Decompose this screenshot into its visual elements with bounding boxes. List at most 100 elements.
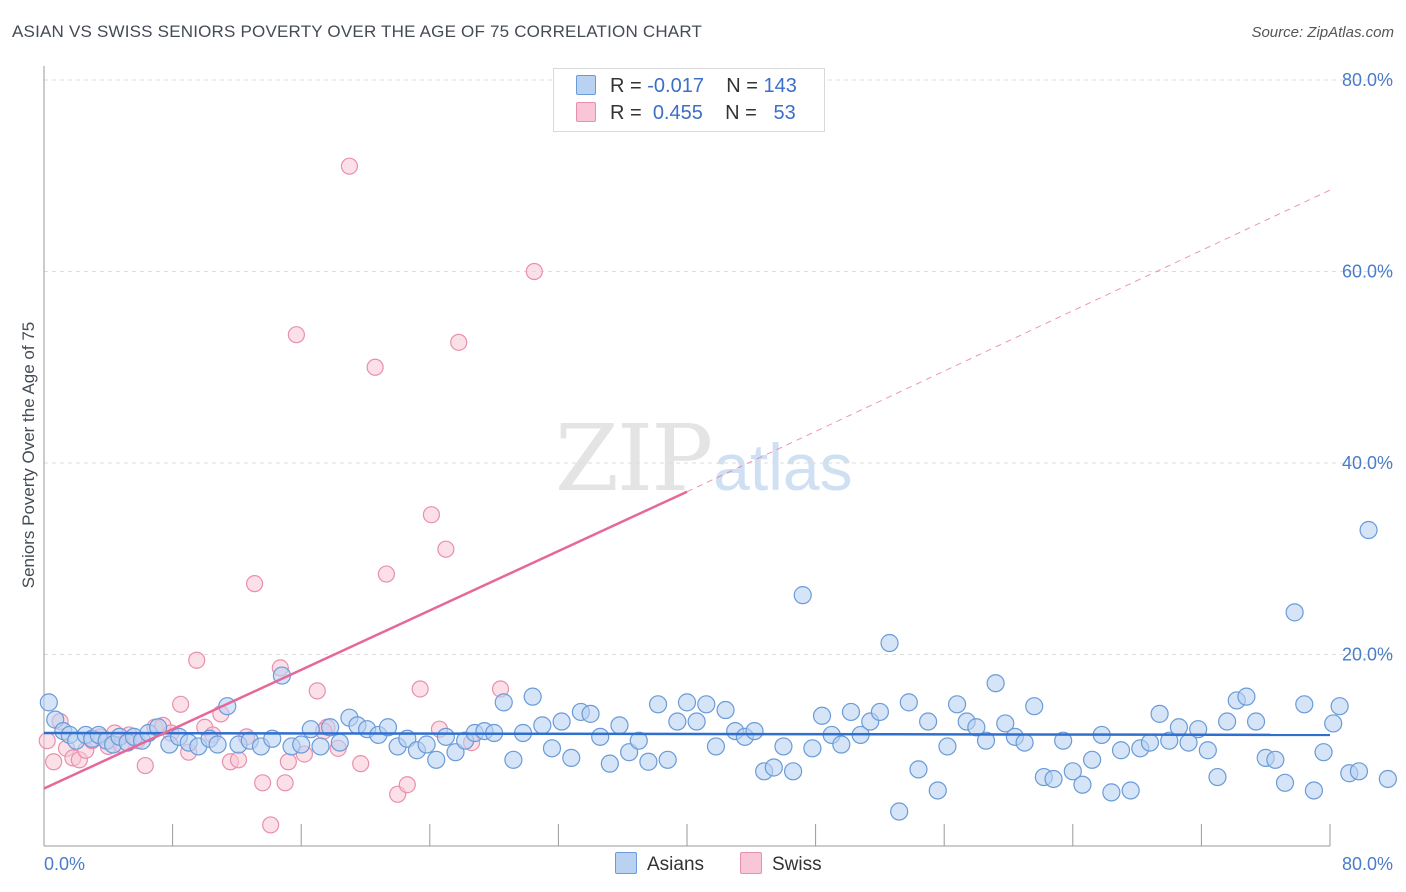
swiss-legend-swatch [740, 852, 762, 874]
asian-point-136 [1324, 714, 1343, 733]
asian-point-76 [745, 721, 764, 741]
asian-point-96 [938, 737, 957, 756]
asian-point-139 [1349, 762, 1369, 781]
asian-point-0 [39, 693, 58, 712]
legend-row-swiss: R = 0.455 N = 53 [576, 102, 796, 128]
asian-point-44 [436, 727, 455, 746]
swiss-point-42 [398, 776, 416, 794]
watermark-atlas: atlas [713, 430, 853, 504]
asian-point-21 [208, 735, 227, 754]
legend-item-swiss[interactable]: Swiss [740, 852, 822, 876]
asian-point-80 [783, 762, 803, 781]
asian-point-137 [1330, 697, 1349, 716]
swiss-legend-label: Swiss [772, 854, 822, 875]
asian-point-65 [639, 752, 658, 771]
asian-point-92 [899, 693, 918, 712]
swiss-r-value: 0.455 [652, 102, 703, 124]
asians-legend-swatch [615, 852, 637, 874]
asian-point-70 [687, 712, 706, 731]
asian-point-123 [1198, 741, 1217, 760]
asian-point-110 [1073, 775, 1092, 794]
asian-point-131 [1275, 773, 1295, 792]
asian-point-69 [677, 693, 697, 712]
asian-point-62 [610, 716, 629, 735]
swiss-point-38 [352, 755, 370, 773]
asian-point-29 [292, 735, 311, 754]
asian-point-97 [947, 695, 967, 714]
legend-row-asians: R = -0.017 N = 143 [576, 75, 797, 101]
swiss-point-25 [229, 751, 248, 769]
legend-item-asians[interactable]: Asians [615, 852, 704, 876]
chart-title: ASIAN VS SWISS SENIORS POVERTY OVER THE … [12, 22, 703, 41]
asians-n-value: 143 [763, 75, 797, 97]
asian-point-85 [832, 735, 851, 754]
asian-point-100 [976, 731, 996, 750]
asian-point-83 [812, 706, 832, 725]
asian-point-59 [581, 704, 600, 723]
asian-point-141 [1378, 769, 1397, 789]
source-label: Source: ZipAtlas.com [1251, 24, 1394, 41]
asian-point-30 [301, 720, 320, 739]
asian-point-118 [1150, 704, 1169, 723]
asian-point-38 [378, 718, 398, 737]
asian-point-53 [523, 687, 542, 706]
asian-point-79 [774, 737, 793, 756]
asian-point-109 [1063, 762, 1082, 781]
asian-point-66 [648, 695, 668, 714]
asian-point-127 [1237, 687, 1256, 706]
asian-point-60 [591, 727, 610, 746]
asian-point-78 [764, 758, 783, 777]
watermark-zip: ZIP [555, 405, 713, 512]
asian-point-90 [880, 633, 899, 653]
swiss-point-32 [287, 326, 305, 344]
trend-lines [43, 189, 1331, 790]
swiss-r-label: R = [610, 102, 642, 124]
asian-point-102 [996, 714, 1015, 733]
asian-point-111 [1082, 750, 1102, 769]
swiss-n-value: 53 [773, 102, 796, 124]
asian-point-56 [552, 712, 571, 731]
asian-point-93 [909, 760, 928, 779]
asian-point-140 [1359, 520, 1378, 540]
asian-point-128 [1246, 712, 1266, 731]
asian-point-113 [1102, 783, 1121, 802]
swiss-trend-line [43, 490, 688, 790]
asians-r-label: R = [610, 75, 642, 97]
asian-point-51 [504, 750, 523, 769]
asian-point-31 [311, 737, 330, 756]
asian-point-33 [330, 733, 349, 752]
swiss-n-label: N = [725, 102, 757, 124]
swiss-point-31 [279, 753, 297, 771]
y-tick-label-0: 20.0% [1342, 645, 1393, 665]
swiss-trend-extension [686, 189, 1331, 493]
asian-point-32 [321, 718, 340, 737]
asian-point-89 [870, 702, 890, 722]
series-legend: Asians Swiss [0, 852, 1406, 878]
swiss-point-40 [377, 565, 395, 583]
asian-point-124 [1208, 767, 1227, 787]
asian-point-68 [668, 712, 687, 731]
correlation-legend: R = -0.017 N = 143 R = 0.455 N = 53 [553, 68, 825, 132]
asian-points [39, 520, 1397, 821]
y-tick-label-3: 80.0% [1342, 70, 1393, 90]
asian-point-104 [1015, 733, 1034, 752]
axes [43, 66, 1331, 847]
watermark: ZIPatlas [555, 405, 853, 512]
asian-point-43 [427, 750, 446, 769]
x-tick-label-1: 80.0% [1342, 854, 1393, 874]
asian-point-115 [1121, 781, 1140, 800]
swiss-point-37 [340, 157, 359, 175]
asian-point-82 [803, 739, 822, 758]
asian-point-105 [1025, 697, 1044, 716]
asian-point-57 [562, 748, 581, 768]
asian-point-120 [1169, 718, 1188, 737]
asian-point-108 [1054, 731, 1073, 750]
asian-point-50 [494, 693, 513, 712]
swiss-point-45 [437, 540, 455, 558]
asian-point-119 [1160, 731, 1179, 750]
x-tick-label-0: 0.0% [44, 854, 85, 874]
asian-point-42 [417, 735, 436, 754]
asian-point-133 [1295, 695, 1314, 714]
asian-point-94 [919, 712, 938, 731]
tick-labels: 20.0% 40.0% 60.0% 80.0% 0.0% 80.0% [44, 70, 1393, 874]
